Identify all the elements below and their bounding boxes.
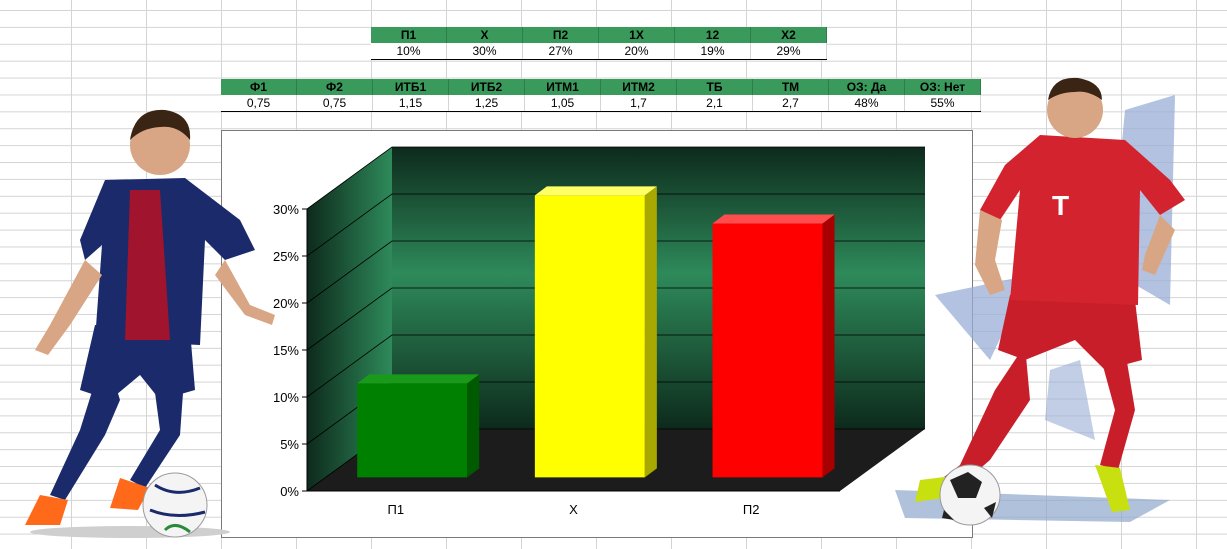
odds-extra-value-cell-1[interactable]: 0,75 [296, 95, 373, 112]
y-tick-label: 5% [280, 437, 299, 452]
odds-extra-value-cell-9[interactable]: 55% [904, 95, 981, 112]
left-player-legs [50, 350, 185, 500]
y-tick-label: 30% [273, 202, 299, 217]
bar-front [357, 383, 468, 478]
y-tick-label: 10% [273, 390, 299, 405]
odds-table-main: П1 X П2 1X 12 X2 10% 30% 27% 20% 19% 29% [371, 27, 827, 60]
odds-extra-value-cell-0[interactable]: 0,75 [221, 95, 297, 112]
left-player-image [25, 109, 275, 538]
bar-1 [534, 186, 657, 478]
right-ball [939, 464, 1001, 526]
odds-table-main-values-row: 10% 30% 27% 20% 19% 29% [371, 43, 827, 60]
left-player-boots [25, 478, 150, 525]
odds-main-value-cell-0[interactable]: 10% [371, 43, 447, 60]
left-player-arms [35, 260, 275, 355]
odds-extra-value-cell-3[interactable]: 1,25 [448, 95, 525, 112]
odds-extra-header-cell-3[interactable]: ИТБ2 [448, 79, 525, 95]
odds-extra-header-cell-8[interactable]: ОЗ: Да [828, 79, 905, 95]
bar-top [534, 186, 657, 196]
odds-table-main-header-row: П1 X П2 1X 12 X2 [371, 27, 827, 43]
odds-table-extra-header-row: Ф1 Ф2 ИТБ1 ИТБ2 ИТМ1 ИТМ2 ТБ ТМ ОЗ: Да ОЗ: Нет [221, 79, 981, 95]
gridline [306, 193, 925, 257]
odds-main-header-cell-3[interactable]: 1X [598, 27, 675, 43]
right-player-head [1047, 82, 1103, 138]
odds-main-value-cell-2[interactable]: 27% [522, 43, 599, 60]
x-tick-label: П1 [388, 502, 405, 517]
y-tick-label: 25% [273, 249, 299, 264]
bar-front [712, 223, 823, 478]
odds-extra-header-cell-2[interactable]: ИТБ1 [372, 79, 449, 95]
odds-main-header-cell-4[interactable]: 12 [674, 27, 751, 43]
left-player-shorts [80, 325, 195, 400]
odds-main-value-cell-1[interactable]: 30% [446, 43, 523, 60]
odds-extra-value-cell-4[interactable]: 1,05 [524, 95, 601, 112]
bar-side [822, 214, 835, 478]
odds-extra-value-cell-2[interactable]: 1,15 [372, 95, 449, 112]
odds-extra-header-cell-1[interactable]: Ф2 [296, 79, 373, 95]
y-tick-label: 20% [273, 296, 299, 311]
odds-extra-value-cell-8[interactable]: 48% [828, 95, 905, 112]
x-tick-label: X [569, 502, 578, 517]
odds-main-header-cell-1[interactable]: X [446, 27, 523, 43]
bar-top [357, 374, 480, 384]
odds-main-value-cell-4[interactable]: 19% [674, 43, 751, 60]
left-player-shirt-stripe [125, 190, 170, 340]
bar-front [534, 195, 645, 478]
odds-extra-header-cell-5[interactable]: ИТМ2 [600, 79, 677, 95]
bar-0 [357, 374, 480, 478]
odds-extra-value-cell-7[interactable]: 2,7 [752, 95, 829, 112]
odds-extra-header-cell-6[interactable]: ТБ [676, 79, 753, 95]
odds-extra-header-cell-4[interactable]: ИТМ1 [524, 79, 601, 95]
right-shirt-logo: T [1052, 190, 1069, 221]
left-ball [142, 472, 208, 538]
right-player-arms [975, 210, 1175, 295]
bar-top [712, 214, 835, 224]
odds-table-extra: Ф1 Ф2 ИТБ1 ИТБ2 ИТМ1 ИТМ2 ТБ ТМ ОЗ: Да ОЗ: Нет 0,… [221, 79, 981, 112]
y-tick-label: 15% [273, 343, 299, 358]
odds-extra-value-cell-6[interactable]: 2,1 [676, 95, 753, 112]
left-player-shadow [30, 526, 230, 538]
odds-main-header-cell-5[interactable]: X2 [750, 27, 827, 43]
x-tick-label: П2 [743, 502, 760, 517]
bar-side [644, 186, 657, 478]
odds-main-header-cell-0[interactable]: П1 [371, 27, 447, 43]
odds-main-value-cell-3[interactable]: 20% [598, 43, 675, 60]
right-bg-shape-small [1045, 360, 1095, 440]
right-player-hair [1048, 77, 1102, 100]
bar-chart-3d: 0% 5% 10% 15% 20% 25% 30% П1 X П2 [273, 146, 925, 517]
bar-2 [712, 214, 835, 478]
odds-extra-header-cell-9[interactable]: ОЗ: Нет [904, 79, 981, 95]
odds-main-value-cell-5[interactable]: 29% [750, 43, 827, 60]
odds-main-header-cell-2[interactable]: П2 [522, 27, 599, 43]
left-player-hair [130, 109, 191, 140]
right-bg-shape-lower [935, 275, 1030, 360]
bar-side [467, 374, 480, 478]
odds-extra-value-cell-5[interactable]: 1,7 [600, 95, 677, 112]
odds-table-extra-values-row: 0,75 0,75 1,15 1,25 1,05 1,7 2,1 2,7 48% 55% [221, 95, 981, 112]
odds-extra-header-cell-7[interactable]: ТМ [752, 79, 829, 95]
y-tick-label: 0% [280, 484, 299, 499]
gridline [306, 146, 925, 210]
chart-panel[interactable]: 0% 5% 10% 15% 20% 25% 30% П1 X П2 [221, 130, 973, 538]
left-player-shirt [80, 178, 255, 345]
odds-extra-header-cell-0[interactable]: Ф1 [221, 79, 297, 95]
right-player-shirt [980, 135, 1185, 305]
right-player-shorts [998, 295, 1142, 370]
right-player-legs [940, 345, 1135, 490]
right-player-image: T [895, 77, 1185, 526]
